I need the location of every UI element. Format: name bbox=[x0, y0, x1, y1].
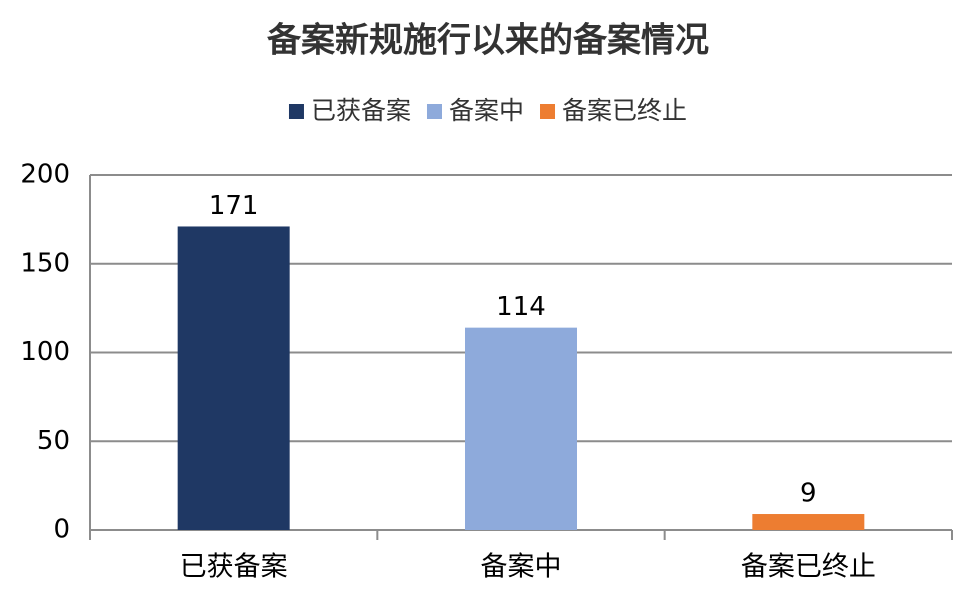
legend-label: 备案中 bbox=[449, 96, 524, 125]
value-label: 114 bbox=[496, 292, 546, 322]
legend-swatch bbox=[426, 104, 442, 119]
bar bbox=[177, 226, 290, 530]
legend-label: 已获备案 bbox=[311, 96, 411, 125]
legend-swatch bbox=[288, 104, 304, 119]
x-tick-label: 备案已终止 bbox=[741, 552, 876, 583]
legend-label: 备案已终止 bbox=[562, 96, 687, 125]
legend-swatch bbox=[540, 104, 556, 119]
bar bbox=[465, 327, 577, 530]
x-tick-label: 已获备案 bbox=[180, 552, 288, 583]
value-label: 171 bbox=[209, 191, 259, 221]
y-tick-label: 100 bbox=[20, 337, 70, 367]
bar bbox=[752, 514, 865, 530]
y-tick-label: 0 bbox=[53, 515, 70, 545]
x-tick-label: 备案中 bbox=[481, 552, 562, 583]
y-tick-label: 200 bbox=[20, 160, 70, 190]
y-tick-label: 150 bbox=[20, 248, 70, 278]
chart-title: 备案新规施行以来的备案情况 bbox=[267, 21, 709, 61]
value-label: 9 bbox=[800, 479, 817, 509]
y-tick-label: 50 bbox=[37, 426, 70, 456]
legend: 已获备案 备案中 备案已终止 bbox=[288, 96, 687, 125]
